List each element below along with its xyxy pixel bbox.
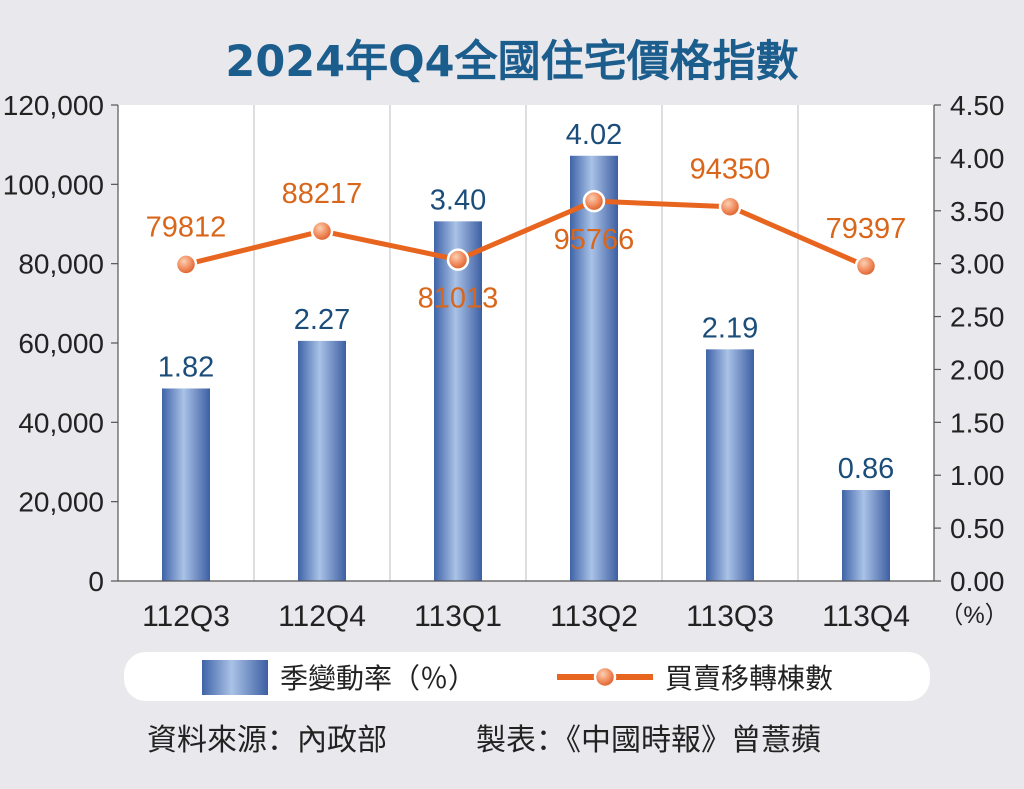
x-category-label: 112Q4 — [278, 600, 366, 633]
x-category-label: 113Q4 — [822, 600, 910, 633]
bar-value-label: 3.40 — [430, 184, 486, 216]
y-right-tick-label: 3.00 — [950, 249, 1005, 280]
y-right-tick-label: 1.00 — [950, 460, 1005, 491]
legend-box — [124, 652, 930, 701]
x-category-label: 113Q2 — [550, 600, 638, 633]
x-category-label: 112Q3 — [142, 600, 230, 633]
bar-value-label: 0.86 — [838, 453, 894, 485]
line-point — [310, 219, 334, 243]
x-category-label: 113Q3 — [686, 600, 774, 633]
line-point — [854, 254, 878, 278]
y-left-tick-label: 20,000 — [18, 487, 104, 518]
y-left-tick-label: 100,000 — [3, 169, 104, 200]
bar — [570, 155, 618, 582]
y-left-tick-label: 40,000 — [18, 407, 104, 438]
y-left-tick-label: 0 — [88, 566, 104, 597]
bar — [706, 349, 754, 581]
bar — [298, 340, 346, 581]
line-value-label: 94350 — [690, 154, 771, 186]
line-value-label: 95766 — [554, 224, 635, 256]
bar — [842, 490, 890, 581]
line-point — [446, 248, 470, 271]
line-point — [718, 195, 742, 218]
legend-line-marker — [593, 665, 617, 689]
maker-note: 製表：《中國時報》曾薏蘋 — [476, 723, 821, 758]
y-right-tick-label: 0.00 — [950, 566, 1005, 597]
bar — [434, 221, 482, 581]
line-value-label: 79812 — [146, 211, 227, 243]
y-right-tick-label: 0.50 — [950, 513, 1005, 544]
bar-value-label: 2.19 — [702, 312, 758, 344]
y-left-tick-label: 80,000 — [18, 249, 104, 280]
y-right-tick-label: 4.50 — [950, 90, 1005, 121]
y-right-tick-label: 4.00 — [950, 143, 1005, 174]
legend-bar-label: 季變動率（％） — [280, 662, 476, 695]
bar-value-label: 1.82 — [158, 351, 214, 383]
line-point — [174, 253, 198, 276]
y-right-tick-label: 2.50 — [950, 302, 1005, 333]
legend-line-label: 買賣移轉棟數 — [665, 662, 833, 695]
series-line — [185, 198, 867, 269]
bar-value-label: 2.27 — [294, 304, 350, 336]
y-right-tick-label: 2.00 — [950, 354, 1005, 385]
line-value-label: 81013 — [418, 283, 499, 315]
y-right-tick-label: 1.50 — [950, 407, 1005, 438]
legend-bar-swatch — [202, 660, 268, 695]
bar — [162, 388, 210, 581]
bar-value-label: 4.02 — [566, 119, 622, 151]
line-value-label: 79397 — [826, 213, 907, 245]
chart-title: 2024年Q4全國住宅價格指數 — [225, 37, 798, 87]
source-note: 資料來源：內政部 — [147, 723, 387, 758]
y-left-tick-label: 60,000 — [18, 328, 104, 359]
line-point — [582, 189, 606, 213]
y-right-tick-label: 3.50 — [950, 196, 1005, 227]
right-axis-unit: （%） — [939, 602, 1008, 629]
line-value-label: 88217 — [282, 178, 363, 210]
y-left-tick-label: 120,000 — [3, 90, 104, 121]
x-category-label: 113Q1 — [414, 600, 502, 633]
